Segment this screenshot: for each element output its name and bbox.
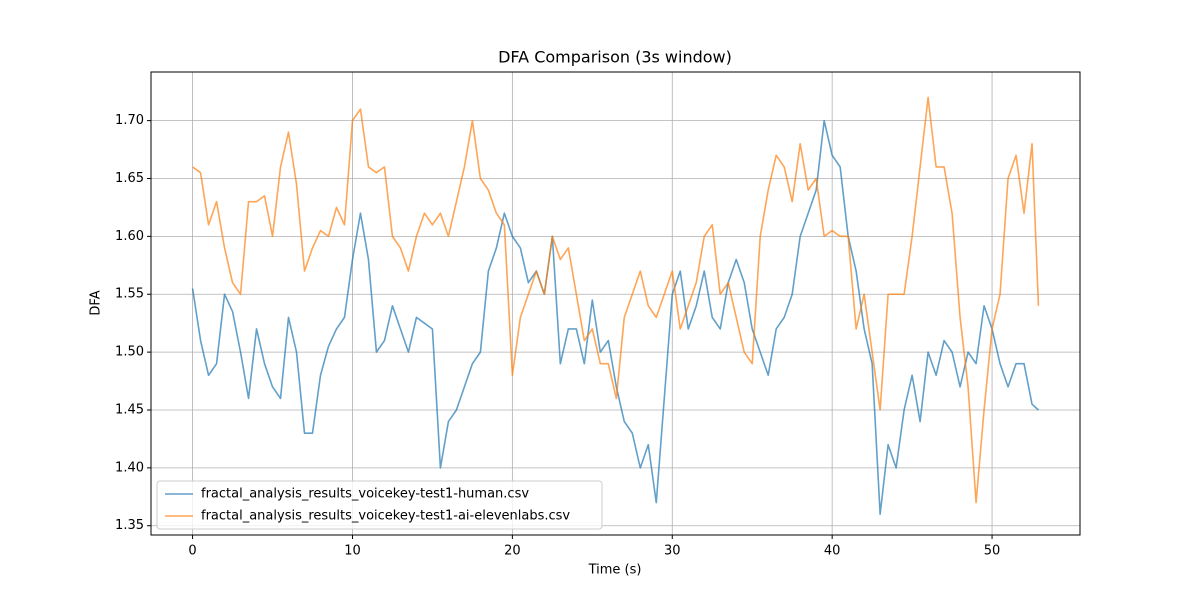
y-tick-label: 1.70	[115, 113, 144, 128]
x-tick-label: 30	[664, 544, 681, 559]
legend-label: fractal_analysis_results_voicekey-test1-…	[201, 487, 529, 502]
x-tick-label: 10	[344, 544, 361, 559]
x-tick-label: 50	[984, 544, 1001, 559]
axes-frame	[150, 71, 1081, 536]
y-tick-label: 1.60	[115, 229, 144, 244]
line-series	[192, 96, 1040, 504]
y-axis-label: DFA	[89, 290, 104, 315]
chart-title: DFA Comparison (3s window)	[498, 48, 732, 67]
x-tick-label: 0	[188, 544, 196, 559]
y-tick-label: 1.35	[115, 518, 144, 533]
legend-label: fractal_analysis_results_voicekey-test1-…	[201, 509, 570, 524]
x-axis-label: Time (s)	[588, 563, 642, 578]
y-tick-label: 1.45	[115, 402, 144, 417]
x-tick-label: 20	[504, 544, 521, 559]
y-tick-label: 1.50	[115, 345, 144, 360]
x-tick-label: 40	[824, 544, 841, 559]
y-tick-label: 1.40	[115, 460, 144, 475]
y-tick-label: 1.65	[115, 171, 144, 186]
y-tick-label: 1.55	[115, 287, 144, 302]
legend: fractal_analysis_results_voicekey-test1-…	[156, 480, 603, 530]
line-series	[191, 119, 1039, 515]
legend-box	[156, 480, 603, 530]
